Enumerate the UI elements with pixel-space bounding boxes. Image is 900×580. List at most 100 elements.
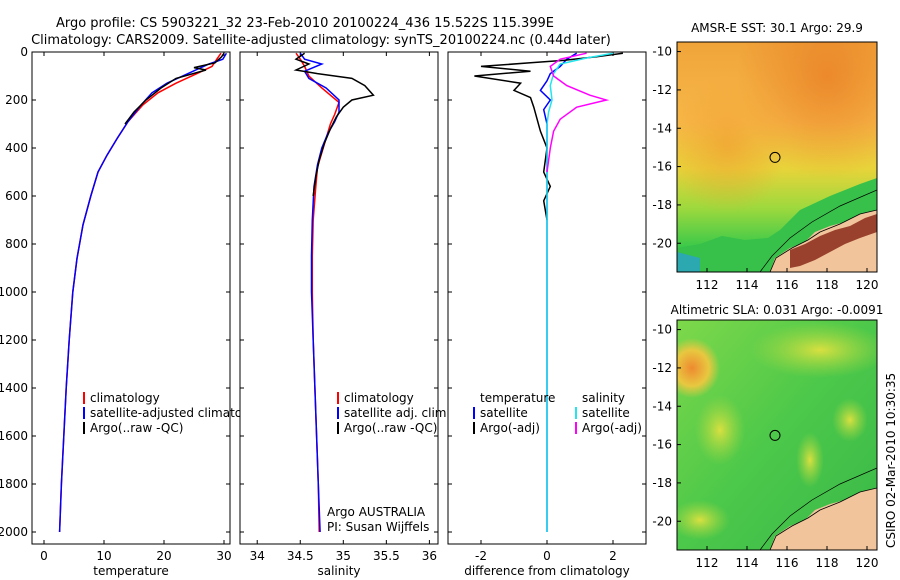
temperature-panel: 0 200 400 600 800 1000 1200 1400 1600 1800 2000 0 1… [0,45,268,578]
legend-label-temp-argo: Argo(-adj) [480,421,540,435]
salinity-xlabel: salinity [317,564,360,578]
sla-coastline [769,487,877,550]
ytick-label: 1800 [0,477,28,491]
lat-tick-label: -16 [652,438,672,452]
sla-map-title: Altimetric SLA: 0.031 Argo: -0.0091 [671,303,884,317]
series-line-argo [124,52,225,125]
lon-tick-label: 118 [816,556,839,570]
sla-argo-location-marker [769,429,781,441]
series-line-satellite-adjusted-climatology [58,52,228,533]
sla-heatmap [677,320,877,550]
lon-tick-label: 112 [696,556,719,570]
ytick-label: 1400 [0,381,28,395]
sst-coastline [769,209,877,272]
series-line-salinity-argo [546,52,610,173]
header-title-line2: Climatology: CARS2009. Satellite-adjuste… [31,33,611,48]
credit-argo-australia: Argo AUSTRALIA [327,505,426,519]
sla-lat-ticks: -10 -12 -14 -16 -18 -20 [652,323,681,528]
lat-tick-label: -16 [652,160,672,174]
temperature-xticks: 0 10 20 30 [40,52,232,563]
sla-yellow-patch [695,395,745,465]
salinity-panel: 34 34.5 35 35.5 36 salinity climatology sate… [239,51,450,578]
xtick-label: 20 [156,549,171,563]
credit-pi: PI: Susan Wijffels [327,520,429,534]
temperature-yticks: 0 200 400 600 800 1000 1200 1400 1600 1800 2000 [0,45,230,539]
legend-label-sal-satellite: satellite [582,406,630,420]
temperature-lines [58,52,228,533]
sla-yellow-blob [832,398,868,442]
sst-argo-location-marker [769,151,781,163]
sst-coastal-hot [790,214,877,268]
ytick-label: 1200 [0,333,28,347]
ytick-label: 0 [20,45,28,59]
sst-lon-ticks: 112 114 116 118 120 [696,268,878,292]
legend-label-argo: Argo(..raw -QC) [90,421,183,435]
header-title-line1: Argo profile: CS 5903221_32 23-Feb-2010 … [56,16,554,31]
temperature-axes-box [31,51,231,545]
series-line-satellite-adj-clim- [299,52,340,533]
salinity-legend: climatology satellite adj. clim. Argo(..… [337,391,450,435]
xtick-label: 36 [422,549,437,563]
difference-yticks [448,51,646,533]
xtick-label: 35 [336,549,351,563]
lat-tick-label: -12 [652,83,672,97]
sst-map-title: AMSR-E SST: 30.1 Argo: 29.9 [691,21,863,35]
sst-map-panel: AMSR-E SST: 30.1 Argo: 29.9 -10 -12 -14 -16… [652,21,878,292]
lat-tick-label: -18 [652,476,672,490]
sla-yellow-band [750,322,877,378]
difference-legend: temperature satellite Argo(-adj) salinit… [473,391,642,435]
xtick-label: 0 [40,549,48,563]
xtick-label: -2 [475,549,487,563]
csiro-timestamp: CSIRO 02-Mar-2010 10:30:35 [884,373,898,548]
temperature-xlabel: temperature [93,564,168,578]
lon-tick-label: 112 [696,278,719,292]
legend-label-satellite-adj: satellite adj. clim. [344,406,450,420]
salinity-axes-box [239,51,439,545]
sst-lat-ticks: -10 -12 -14 -16 -18 -20 [652,45,681,250]
ytick-label: 600 [5,189,28,203]
sla-yellow-streak [796,432,824,488]
sla-orange-eddy [677,338,720,398]
sst-cyan-corner [677,252,700,272]
lat-tick-label: -14 [652,121,672,135]
sla-land [770,488,877,550]
xtick-label: 2 [609,549,617,563]
lon-tick-label: 114 [736,278,759,292]
sla-map-frame [676,319,878,551]
sla-map-panel: Altimetric SLA: 0.031 Argo: -0.0091 -10-… [652,303,884,570]
lat-tick-label: -14 [652,399,672,413]
series-line-argo [293,52,375,197]
series-line-salinity-satellite [546,52,614,532]
salinity-yticks [240,51,438,533]
lat-tick-label: -20 [652,236,672,250]
sla-yellow-south [677,500,730,540]
legend-label-satellite-adjusted: satellite-adjusted climatology [90,406,268,420]
sla-shelf-contour [759,467,877,550]
difference-panel: -2 0 2 difference from climatology tempera… [447,51,647,578]
difference-xlabel: difference from climatology [464,564,630,578]
xtick-label: 34 [250,549,265,563]
salinity-xticks: 34 34.5 35 35.5 36 [250,52,437,563]
lon-tick-label: 118 [816,278,839,292]
difference-lines [474,52,624,532]
xtick-label: 35.5 [373,549,400,563]
ytick-label: 800 [5,237,28,251]
xtick-label: 10 [96,549,111,563]
salinity-lines [293,52,375,533]
sla-lon-ticks: 112 114 116 118 120 [696,546,879,570]
xtick-label: 34.5 [287,549,314,563]
sst-shelf-contour [759,189,877,272]
ytick-label: 400 [5,141,28,155]
legend-label-sal-argo: Argo(-adj) [582,421,642,435]
lat-tick-label: -10 [652,45,672,59]
series-line-temperature-argo [474,52,624,221]
ytick-label: 2000 [0,525,28,539]
legend-label-temp-satellite: satellite [480,406,528,420]
legend-label-argo: Argo(..raw -QC) [344,421,437,435]
lon-tick-label: 116 [776,556,799,570]
lon-tick-label: 120 [856,556,879,570]
legend-label-climatology: climatology [90,391,160,405]
legend-heading-salinity: salinity [582,391,625,405]
lon-tick-label: 116 [776,278,799,292]
